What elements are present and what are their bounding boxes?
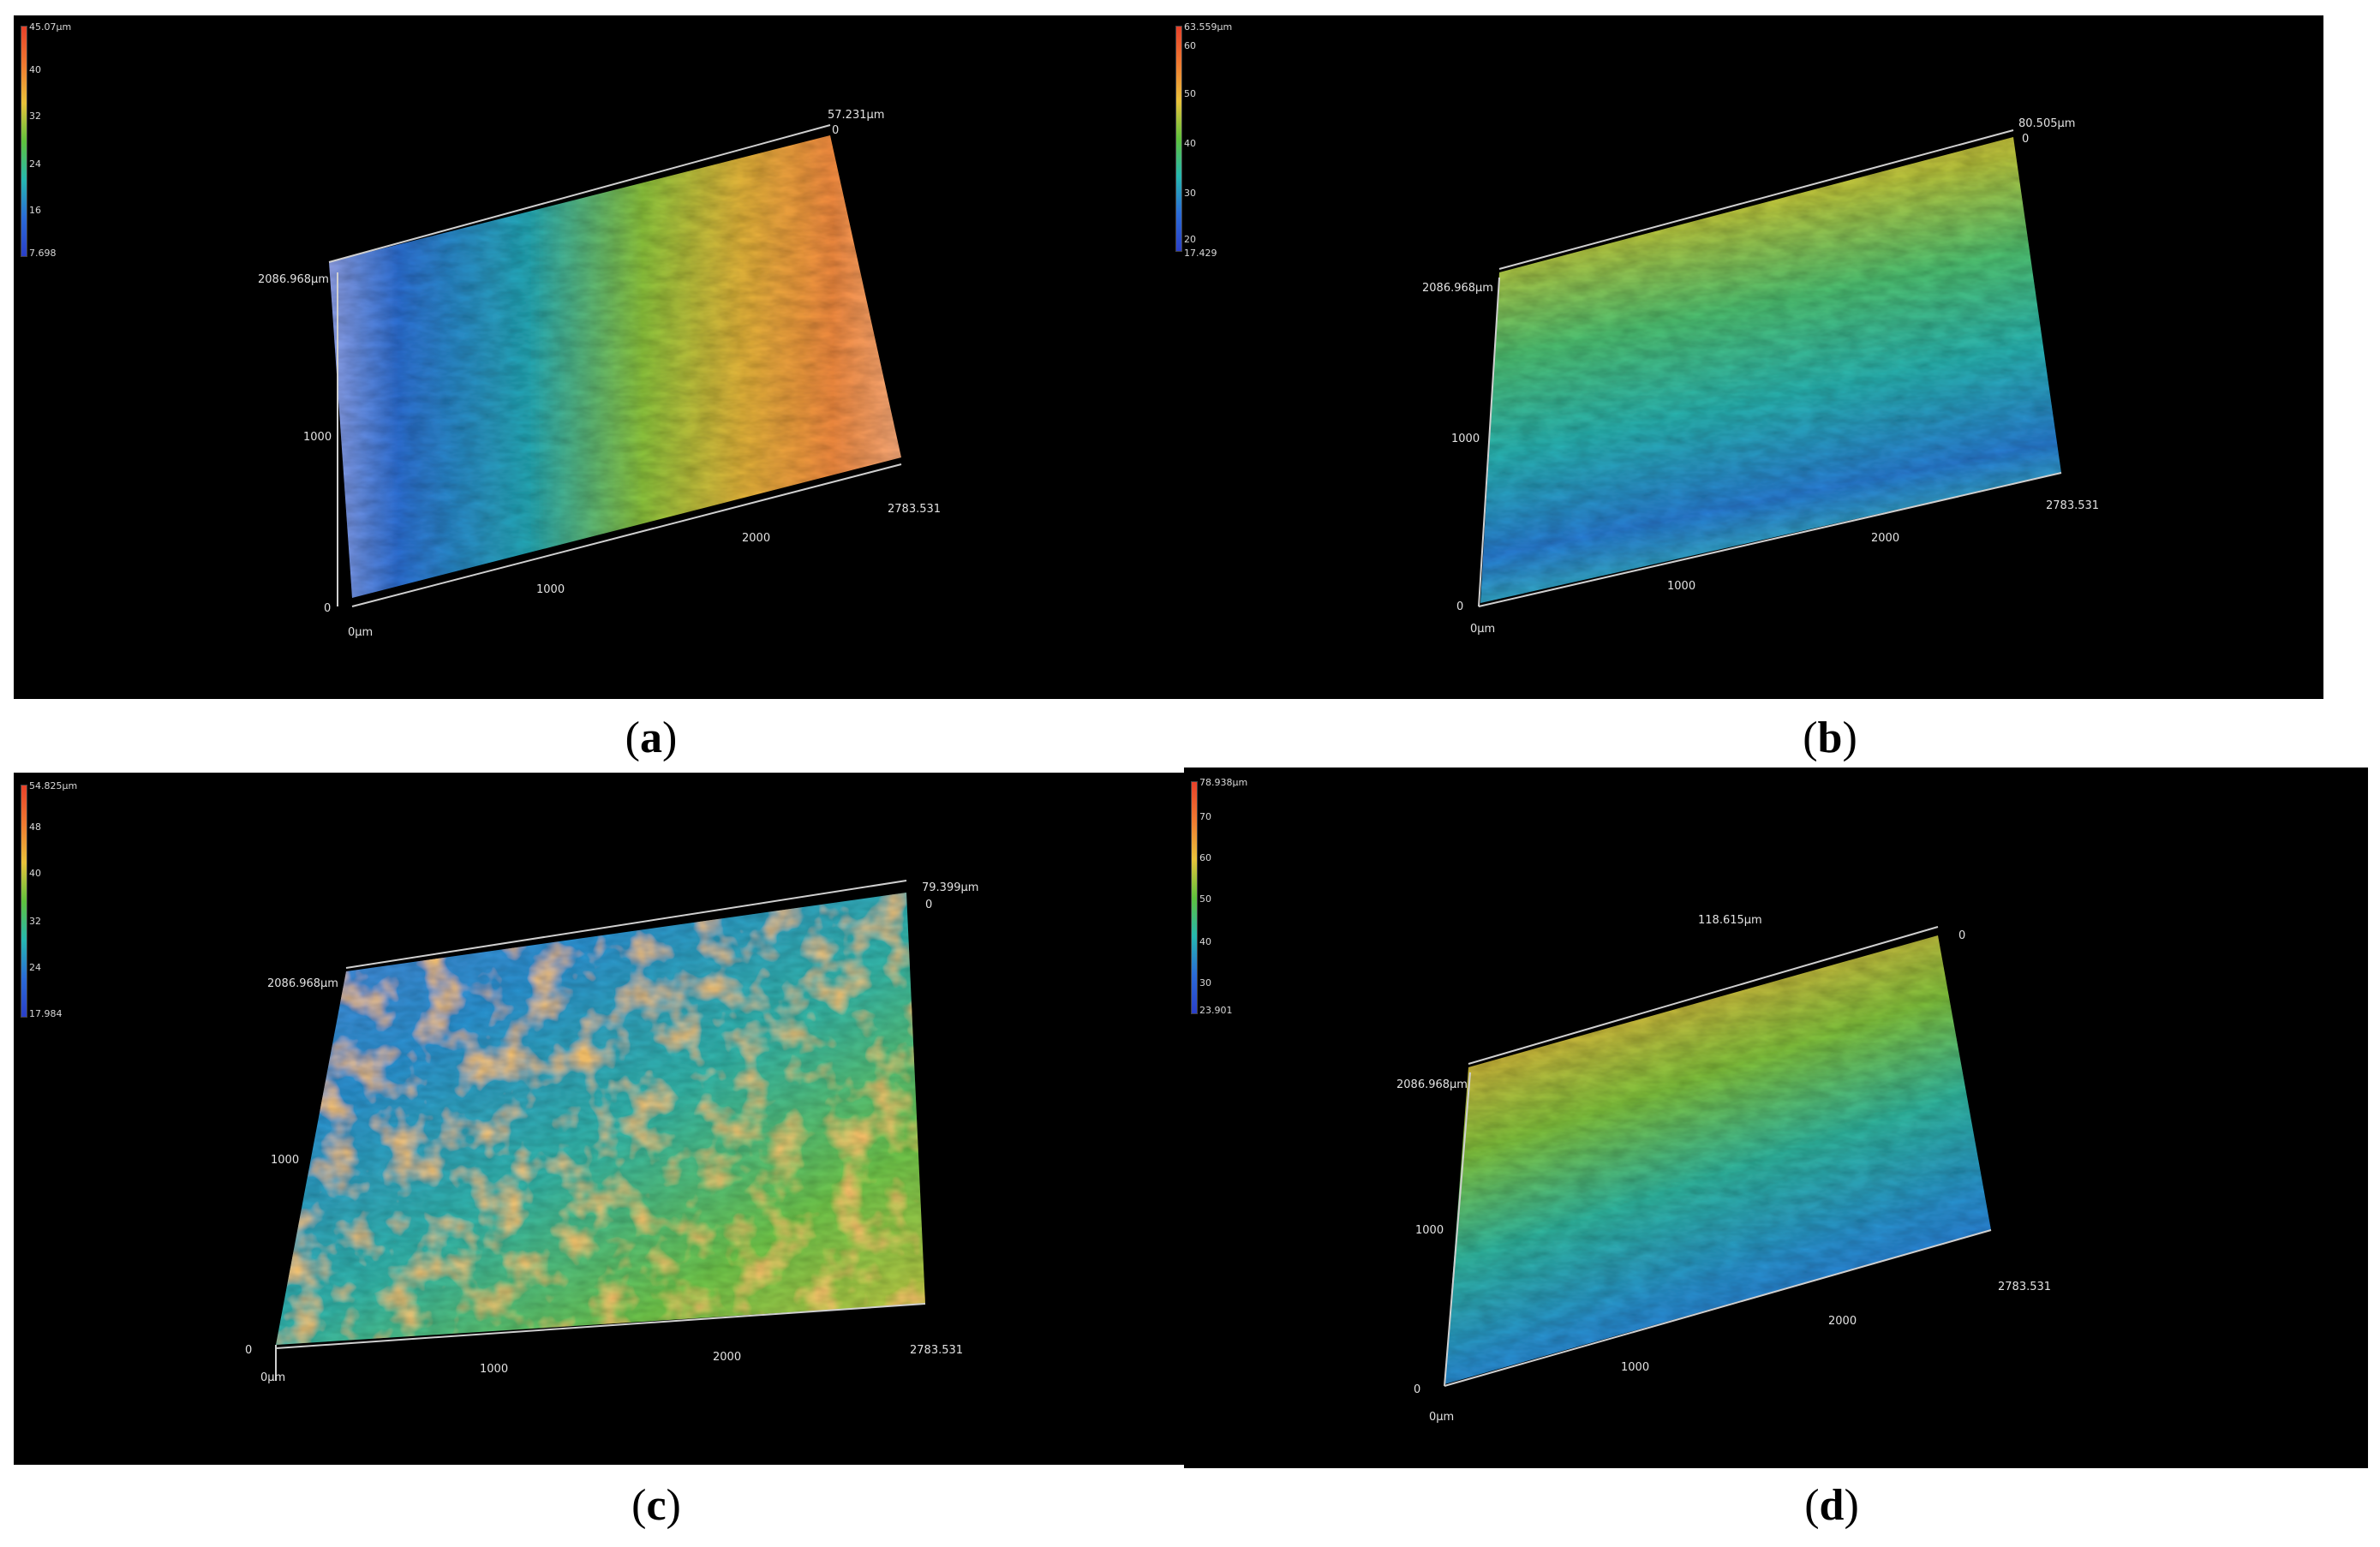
panel-a-x-max-label: 2783.531 [888, 503, 942, 516]
panel-a-scale-max: 45.07µm [29, 21, 72, 33]
panel-a-y-zero-label: 0 [324, 602, 332, 615]
panel-a-scale-min: 7.698 [29, 248, 57, 259]
panel-b-x-1000-label: 1000 [1667, 580, 1696, 593]
panel-d-x-2000-label: 2000 [1828, 1315, 1857, 1328]
panel-d-scale-tick: 50 [1199, 893, 1211, 905]
panel-d-surface-plot: 78.938µm 70 60 50 40 30 23.901 118.615µm… [1184, 768, 2368, 1468]
panel-a-height-map [329, 135, 901, 598]
panel-b-scale-tick: 50 [1184, 88, 1196, 99]
panel-b-surface-plot: 80.505µm 0 2086.968µm 1000 0 0µm 1000 20… [1127, 15, 2323, 699]
panel-d-scale-tick: 70 [1199, 811, 1211, 822]
panel-d-x-1000-label: 1000 [1621, 1361, 1650, 1374]
panel-d-x-axis-line [1444, 1229, 1992, 1387]
caption-a-letter: a [640, 714, 662, 762]
panel-b-scale-tick: 20 [1184, 234, 1196, 245]
panel-a-z-zero-label: 0 [832, 124, 840, 137]
panel-a-x-2000-label: 2000 [742, 532, 771, 545]
panel-c-y-zero-label: 0 [245, 1344, 253, 1357]
panel-b-scale-tick: 30 [1184, 188, 1196, 199]
panel-c-z-max-label: 79.399µm [922, 881, 979, 894]
panel-b-color-scale-bar [1175, 26, 1182, 252]
caption-d: (d) [1804, 1481, 1859, 1530]
panel-a-z-max-label: 57.231µm [828, 109, 885, 122]
panel-b-y-zero-label: 0 [1456, 600, 1464, 613]
panel-a-scale-tick: 40 [29, 64, 41, 75]
panel-d-z-axis-line [1468, 926, 1939, 1065]
panel-b-y-axis-line [1478, 277, 1500, 607]
panel-b-x-max-label: 2783.531 [2046, 499, 2100, 512]
panel-c-x-max-label: 2783.531 [910, 1344, 964, 1357]
panel-d-x-max-label: 2783.531 [1998, 1281, 2052, 1293]
panel-b-y-mid-label: 1000 [1451, 433, 1480, 445]
panel-c-3d-surface [275, 880, 926, 1381]
panel-a-x-axis-line [351, 463, 902, 607]
panel-d-y-max-label: 2086.968µm [1396, 1078, 1468, 1091]
caption-c-letter: c [646, 1481, 667, 1530]
panel-b-z-zero-label: 0 [2022, 133, 2030, 146]
panel-b-scale-tick: 40 [1184, 138, 1196, 149]
panel-d-y-zero-label: 0 [1414, 1383, 1421, 1396]
panel-b-z-axis-line [1498, 129, 2014, 270]
panel-c-x-origin-label: 0µm [260, 1371, 286, 1384]
panel-c-scale-tick: 40 [29, 868, 41, 879]
panel-a-scale-tick: 16 [29, 205, 41, 216]
caption-a: (a) [625, 714, 678, 762]
panel-b-scale-tick: 60 [1184, 40, 1196, 51]
panel-b-3d-surface [1478, 129, 2062, 607]
panel-b-scale-max: 63.559µm [1184, 21, 1233, 33]
panel-d-scale-tick: 60 [1199, 852, 1211, 863]
panel-d-3d-surface [1444, 926, 1992, 1387]
panel-b-height-map [1480, 137, 2061, 603]
panel-b-x-axis-line [1478, 472, 2062, 607]
panel-b-z-max-label: 80.505µm [2018, 117, 2076, 130]
panel-a-3d-surface [328, 124, 902, 607]
panel-c-scale-tick: 24 [29, 962, 41, 973]
panel-d-color-scale-bar [1191, 781, 1198, 1014]
panel-b-scale-min: 17.429 [1184, 248, 1217, 259]
panel-c-y-max-label: 2086.968µm [267, 977, 338, 990]
caption-b-letter: b [1817, 714, 1843, 762]
panel-c-x-1000-label: 1000 [480, 1363, 509, 1376]
panel-a-scale-tick: 32 [29, 110, 41, 122]
panel-c-x-2000-label: 2000 [713, 1351, 742, 1364]
panel-c-scale-tick: 32 [29, 916, 41, 927]
panel-c-color-scale-bar [21, 785, 27, 1018]
panel-b-x-2000-label: 2000 [1871, 532, 1900, 545]
panel-d-y-mid-label: 1000 [1415, 1224, 1444, 1237]
panel-a-y-mid-label: 1000 [303, 431, 332, 444]
panel-c-scale-max: 54.825µm [29, 780, 78, 791]
panel-c-z-axis-line [345, 880, 907, 969]
caption-b: (b) [1803, 714, 1857, 762]
panel-d-z-max-label: 118.615µm [1698, 914, 1762, 927]
panel-a-color-scale-bar [21, 26, 27, 257]
panel-d-height-map [1444, 935, 1991, 1384]
panel-d-scale-max: 78.938µm [1199, 777, 1248, 788]
panel-a-scale-tick: 24 [29, 158, 41, 170]
panel-c-scale-tick: 48 [29, 821, 41, 833]
panel-a-x-origin-label: 0µm [348, 626, 374, 639]
panel-c-z-zero-label: 0 [925, 899, 933, 911]
panel-d-x-origin-label: 0µm [1429, 1411, 1455, 1424]
panel-c-y-mid-label: 1000 [271, 1154, 300, 1167]
panel-d-y-axis-line [1444, 1072, 1471, 1387]
panel-c-x-axis-line [275, 1303, 926, 1349]
panel-b-y-max-label: 2086.968µm [1422, 282, 1493, 295]
panel-c-height-map [276, 893, 925, 1345]
panel-d-scale-tick: 30 [1199, 977, 1211, 989]
panel-d-z-zero-label: 0 [1958, 929, 1966, 942]
panel-d-scale-min: 23.901 [1199, 1005, 1233, 1016]
panel-a-y-max-label: 2086.968µm [258, 273, 329, 286]
caption-d-letter: d [1819, 1481, 1845, 1530]
panel-a-x-1000-label: 1000 [536, 583, 565, 596]
panel-a-z-axis-line [328, 124, 831, 263]
panel-c-surface-plot: 54.825µm 48 40 32 24 17.984 79.399µm 0 2… [14, 773, 1184, 1465]
panel-b-x-origin-label: 0µm [1470, 623, 1496, 636]
caption-c: (c) [631, 1481, 681, 1530]
panel-d-scale-tick: 40 [1199, 936, 1211, 947]
panel-c-scale-min: 17.984 [29, 1008, 63, 1019]
